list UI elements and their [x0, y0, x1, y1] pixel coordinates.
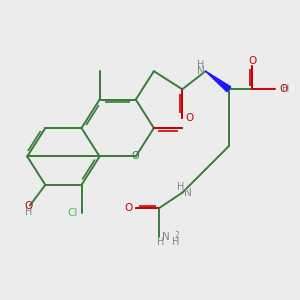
Text: O: O — [248, 56, 256, 66]
Text: O: O — [124, 203, 133, 213]
Text: H: H — [177, 182, 185, 192]
Text: O: O — [279, 84, 287, 94]
Text: H: H — [157, 237, 164, 247]
Text: N: N — [162, 232, 170, 242]
Text: O: O — [185, 113, 194, 123]
Polygon shape — [206, 71, 231, 92]
Text: H: H — [172, 237, 179, 247]
Text: H: H — [282, 84, 290, 94]
Text: O: O — [24, 201, 33, 211]
Text: N: N — [184, 188, 191, 198]
Text: N: N — [196, 66, 204, 76]
Text: H: H — [25, 207, 32, 217]
Text: 2: 2 — [175, 231, 179, 240]
Text: H: H — [197, 60, 205, 70]
Text: O: O — [132, 152, 140, 161]
Text: Cl: Cl — [67, 208, 78, 218]
